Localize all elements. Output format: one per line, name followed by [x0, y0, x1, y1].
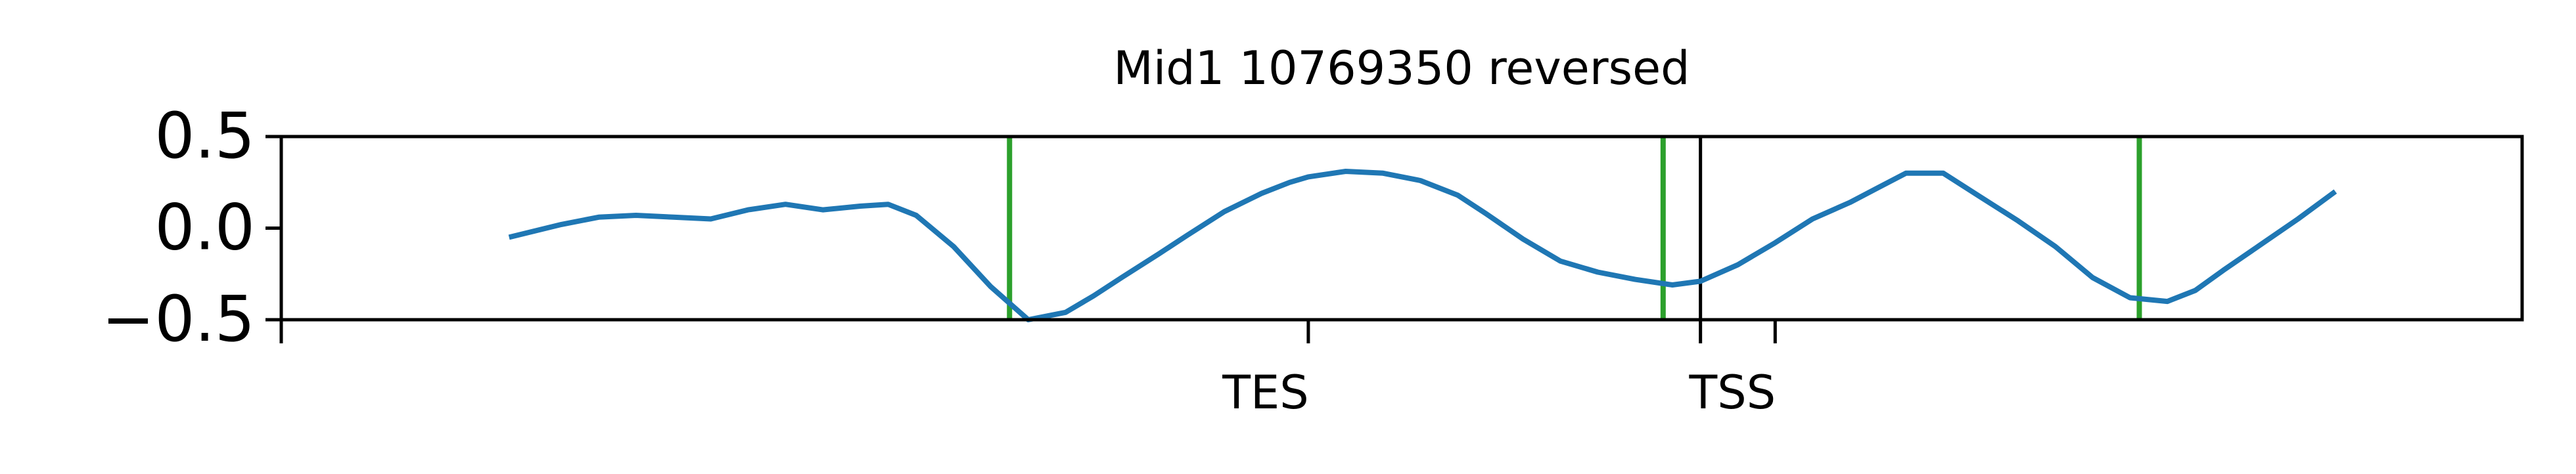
series-layer: [508, 169, 2337, 322]
y-axis: 0.5 0.0 −0.5: [102, 99, 281, 356]
y-tick-label-0: 0.5: [154, 99, 255, 173]
x-axis: [279, 320, 1777, 343]
series-line-0: [508, 169, 2337, 322]
vertical-lines: [1007, 137, 2142, 320]
annotations: TES TSS: [1222, 366, 1776, 420]
y-tick-label-1: 0.0: [154, 191, 255, 265]
annotation-tes: TES: [1222, 366, 1308, 420]
annotation-tss: TSS: [1689, 366, 1776, 420]
chart-title: Mid1 10769350 reversed: [1113, 41, 1690, 95]
y-tick-label-2: −0.5: [102, 282, 255, 356]
plot-area: [279, 135, 2524, 322]
